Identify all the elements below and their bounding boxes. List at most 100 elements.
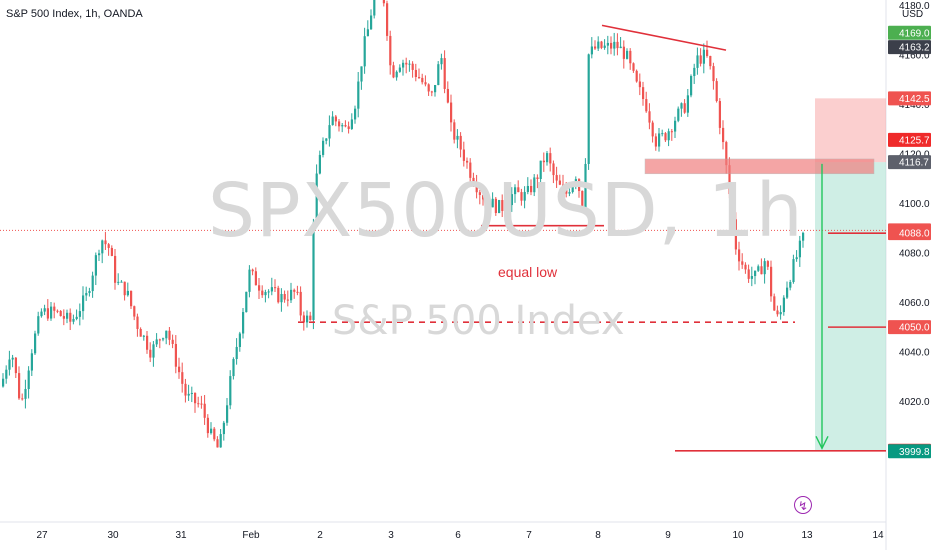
candle <box>338 119 341 132</box>
candle <box>610 36 613 55</box>
candle <box>360 66 363 90</box>
candle <box>322 137 325 158</box>
candle <box>155 333 158 348</box>
candle <box>203 395 206 425</box>
candle <box>363 27 366 74</box>
candle <box>146 331 149 354</box>
candle <box>149 342 152 363</box>
candle <box>117 273 120 286</box>
candle <box>18 366 21 400</box>
lightning-icon[interactable]: ↯ <box>794 496 812 514</box>
candle <box>443 50 446 94</box>
candle <box>533 174 536 197</box>
price-label: 4088.0 <box>899 229 930 240</box>
candle <box>190 386 193 403</box>
candle <box>498 199 501 214</box>
candle <box>712 62 715 90</box>
candle <box>357 72 360 118</box>
candle <box>616 33 619 56</box>
y-tick-label: 4040.0 <box>899 347 930 358</box>
candle <box>594 40 597 51</box>
candle <box>770 260 773 302</box>
candle <box>133 305 136 321</box>
candle <box>456 129 459 149</box>
candle <box>667 128 670 147</box>
candle <box>517 180 520 193</box>
candle <box>267 289 270 299</box>
candle <box>488 200 491 215</box>
candle <box>789 279 792 291</box>
candle <box>312 218 315 330</box>
y-tick-label: 4120.0 <box>899 150 930 161</box>
candle <box>482 187 485 206</box>
candle <box>82 286 85 320</box>
candle <box>645 91 648 113</box>
candle <box>187 384 190 401</box>
candle <box>485 191 488 202</box>
candle <box>194 392 197 413</box>
candle <box>731 192 734 228</box>
x-tick-label: 6 <box>455 530 461 541</box>
candle <box>699 48 702 67</box>
candle <box>680 102 683 117</box>
candle <box>91 271 94 298</box>
candle <box>306 310 309 328</box>
candle <box>696 47 699 75</box>
candle <box>386 0 389 41</box>
candle <box>373 0 376 19</box>
candle <box>571 182 574 194</box>
supply-zone <box>644 158 875 175</box>
x-tick-label: 30 <box>107 530 119 541</box>
candle <box>574 176 577 190</box>
candle <box>763 258 766 284</box>
candle <box>46 299 49 321</box>
candle <box>88 287 91 297</box>
price-label-bg <box>888 444 931 459</box>
candle <box>693 63 696 84</box>
candle <box>258 278 261 300</box>
candle <box>181 362 184 393</box>
candle <box>165 330 168 345</box>
candle <box>277 285 280 304</box>
candle <box>744 262 747 274</box>
candle <box>542 152 545 172</box>
candle <box>24 379 27 409</box>
candle <box>507 200 510 209</box>
y-tick-label: 4080.0 <box>899 248 930 259</box>
candle <box>587 53 590 170</box>
price-label: 4169.0 <box>899 28 930 39</box>
price-label-bg <box>888 91 931 106</box>
candle <box>69 308 72 331</box>
equal-low-annotation: equal low <box>498 264 558 280</box>
candle <box>8 350 11 376</box>
candle <box>760 258 763 275</box>
candle <box>446 81 449 104</box>
candle <box>642 81 645 106</box>
candle <box>168 327 171 346</box>
candle <box>603 39 606 50</box>
candle <box>686 89 689 117</box>
candle <box>600 40 603 50</box>
candle <box>414 63 417 82</box>
candle <box>139 327 142 337</box>
candle <box>354 105 357 124</box>
candle <box>469 158 472 182</box>
candle <box>245 291 248 313</box>
candle <box>626 48 629 60</box>
candle <box>222 420 225 441</box>
candle <box>597 36 600 52</box>
candle <box>302 311 305 331</box>
candle <box>325 138 328 145</box>
candle <box>290 282 293 304</box>
candle <box>590 37 593 59</box>
candle <box>664 131 667 143</box>
candle <box>50 301 53 321</box>
candle <box>213 427 216 442</box>
candle <box>658 127 661 152</box>
candle <box>94 252 97 286</box>
candle <box>418 68 421 79</box>
candle <box>30 349 33 376</box>
candle <box>395 70 398 81</box>
candle <box>462 141 465 167</box>
